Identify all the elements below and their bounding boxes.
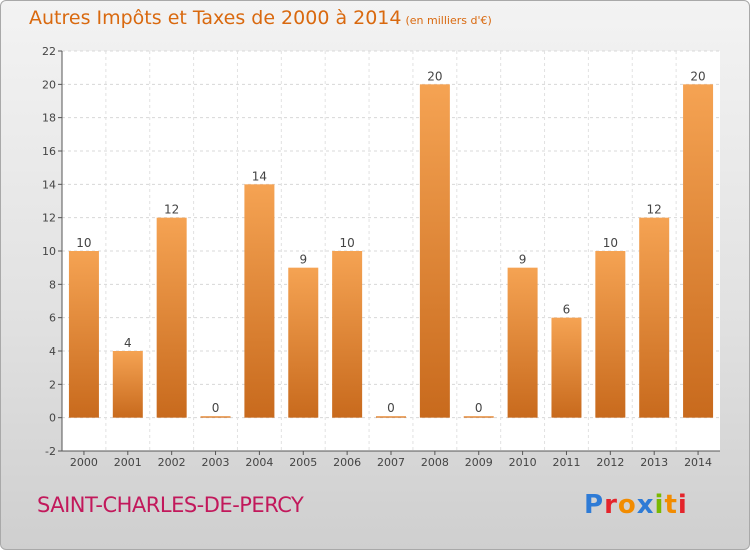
bar bbox=[68, 251, 99, 418]
data-label: 0 bbox=[475, 401, 483, 415]
data-label: 6 bbox=[563, 303, 571, 317]
data-label: 4 bbox=[124, 336, 132, 350]
data-label: 12 bbox=[647, 203, 662, 217]
data-label: 12 bbox=[164, 203, 179, 217]
bar bbox=[463, 416, 494, 418]
bar bbox=[595, 251, 626, 418]
y-tick-label: 22 bbox=[42, 45, 56, 58]
logo-letter: t bbox=[664, 490, 678, 520]
y-tick-label: 6 bbox=[49, 312, 56, 325]
x-tick-label: 2009 bbox=[465, 456, 493, 469]
x-tick-label: 2013 bbox=[640, 456, 668, 469]
logo-letter: x bbox=[636, 490, 655, 520]
bar bbox=[156, 217, 187, 418]
logo-letter: i bbox=[677, 490, 688, 520]
x-tick-label: 2006 bbox=[333, 456, 361, 469]
x-tick-label: 2004 bbox=[245, 456, 273, 469]
chart-unit: (en milliers d'€) bbox=[405, 14, 492, 27]
y-tick-label: -2 bbox=[45, 445, 56, 458]
bar bbox=[639, 217, 670, 418]
bar bbox=[112, 351, 143, 418]
data-label: 9 bbox=[519, 253, 527, 267]
bar bbox=[200, 416, 231, 418]
proxiti-logo: Proxiti bbox=[584, 490, 688, 520]
y-tick-label: 20 bbox=[42, 78, 56, 91]
bar bbox=[332, 251, 363, 418]
y-tick-label: 4 bbox=[49, 345, 56, 358]
bar bbox=[244, 184, 275, 418]
y-tick-label: 12 bbox=[42, 212, 56, 225]
data-label: 9 bbox=[299, 253, 307, 267]
place-name: SAINT-CHARLES-DE-PERCY bbox=[37, 493, 304, 517]
data-label: 10 bbox=[76, 236, 91, 250]
x-tick-label: 2012 bbox=[596, 456, 624, 469]
x-tick-label: 2003 bbox=[202, 456, 230, 469]
data-label: 0 bbox=[212, 401, 220, 415]
logo-letter: o bbox=[617, 490, 637, 520]
data-label: 10 bbox=[603, 236, 618, 250]
y-tick-label: 2 bbox=[49, 378, 56, 391]
logo-letter: P bbox=[584, 490, 605, 520]
bar bbox=[551, 317, 582, 418]
x-tick-label: 2000 bbox=[70, 456, 98, 469]
chart-title: Autres Impôts et Taxes de 2000 à 2014 (en… bbox=[29, 7, 492, 29]
x-tick-label: 2008 bbox=[421, 456, 449, 469]
x-tick-label: 2011 bbox=[552, 456, 580, 469]
x-tick-label: 2005 bbox=[289, 456, 317, 469]
bar bbox=[683, 84, 714, 418]
y-tick-label: 14 bbox=[42, 178, 56, 191]
data-label: 14 bbox=[252, 169, 267, 183]
x-tick-label: 2010 bbox=[509, 456, 537, 469]
bar bbox=[376, 416, 406, 418]
logo-letter: i bbox=[654, 490, 665, 520]
x-tick-label: 2014 bbox=[684, 456, 712, 469]
bar bbox=[507, 267, 538, 418]
x-tick-label: 2007 bbox=[377, 456, 405, 469]
x-tick-label: 2002 bbox=[158, 456, 186, 469]
data-label: 20 bbox=[690, 69, 705, 83]
logo-letter: r bbox=[604, 490, 618, 520]
data-label: 20 bbox=[427, 69, 442, 83]
y-tick-label: 16 bbox=[42, 145, 56, 158]
data-label: 10 bbox=[339, 236, 354, 250]
y-tick-label: 0 bbox=[49, 412, 56, 425]
x-tick-label: 2001 bbox=[114, 456, 142, 469]
chart-title-text: Autres Impôts et Taxes de 2000 à 2014 bbox=[29, 7, 402, 29]
y-tick-label: 8 bbox=[49, 278, 56, 291]
bar bbox=[419, 84, 450, 418]
y-tick-label: 18 bbox=[42, 112, 56, 125]
y-tick-label: 10 bbox=[42, 245, 56, 258]
data-label: 0 bbox=[387, 401, 395, 415]
bar bbox=[288, 267, 319, 418]
